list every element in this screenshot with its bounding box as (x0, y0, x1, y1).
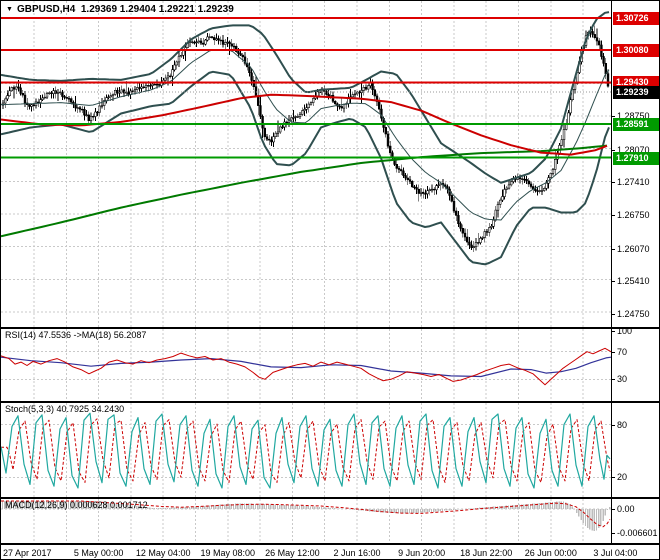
stoch-axis-label: 20 (617, 472, 628, 482)
chart-title: ▼ GBPUSD,H4 1.29369 1.29404 1.29221 1.292… (6, 4, 234, 15)
rsi-axis-label: 30 (617, 374, 628, 384)
time-axis-label: 26 Jun 00:00 (524, 548, 577, 558)
stochastic-canvas[interactable] (1, 403, 611, 497)
price-badge-support: 1.27910 (613, 152, 659, 165)
symbol-period-label: GBPUSD,H4 (16, 4, 76, 15)
price-axis-label: 1.25410 (617, 276, 650, 286)
axis-tick (612, 314, 615, 315)
stoch-axis-label: 80 (617, 420, 628, 430)
stochastic-label: Stoch(5,3,3) 40.7925 34.2430 (5, 404, 125, 414)
time-axis-label: 5 May 00:00 (73, 548, 124, 558)
macd-axis-label: -0.006601 (617, 528, 658, 538)
symbol-dropdown-icon[interactable]: ▼ (6, 6, 13, 13)
panel-separator[interactable] (1, 327, 659, 329)
price-badge-resistance: 1.29430 (613, 76, 659, 89)
axis-tick (612, 533, 615, 534)
axis-tick (612, 379, 615, 380)
macd-axis-label: 0.00 (617, 504, 635, 514)
price-axis-label: 1.28070 (617, 145, 650, 155)
time-axis-label: 12 May 04:00 (135, 548, 191, 558)
time-axis-label: 27 Apr 2017 (3, 548, 52, 558)
price-axis: 1.28750 1.28070 1.27410 1.26750 1.26070 1.254… (611, 1, 659, 545)
time-axis-label: 19 May 08:00 (200, 548, 256, 558)
rsi-label: RSI(14) 47.5536 ->MA(18) 56.2087 (5, 330, 147, 340)
price-axis-label: 1.26070 (617, 244, 650, 254)
rsi-axis-label: 70 (617, 347, 628, 357)
axis-tick (612, 331, 615, 332)
main-chart-canvas[interactable] (1, 1, 611, 327)
axis-tick (612, 509, 615, 510)
axis-tick (612, 116, 615, 117)
price-badge-support: 1.28591 (613, 118, 659, 131)
time-axis-label: 3 Jul 04:00 (593, 548, 638, 558)
time-axis-label: 26 May 12:00 (265, 548, 320, 558)
price-axis-label: 1.26750 (617, 210, 650, 220)
price-badge-resistance: 1.30080 (613, 44, 659, 57)
time-axis-label: 18 Jun 22:00 (460, 548, 513, 558)
axis-tick (612, 182, 615, 183)
axis-tick (612, 150, 615, 151)
panel-separator[interactable] (1, 497, 659, 499)
rsi-canvas[interactable] (1, 329, 611, 401)
price-axis-label: 1.24750 (617, 309, 650, 319)
macd-canvas[interactable] (1, 499, 611, 543)
panel-separator[interactable] (1, 401, 659, 403)
time-axis-label: 9 Jun 20:00 (398, 548, 446, 558)
panel-separator (1, 543, 659, 545)
macd-label: MACD(12,26,9) 0.000628 0.001712 (5, 500, 148, 510)
price-badge-resistance: 1.30726 (613, 12, 659, 25)
price-badge-current: 1.29239 (613, 86, 659, 99)
axis-tick (612, 281, 615, 282)
price-axis-label: 1.27410 (617, 177, 650, 187)
axis-tick (612, 249, 615, 250)
axis-tick (612, 477, 615, 478)
axis-tick (612, 425, 615, 426)
axis-tick (612, 215, 615, 216)
ohlc-values: 1.29369 1.29404 1.29221 1.29239 (80, 4, 234, 15)
rsi-axis-label: 100 (617, 326, 633, 336)
time-axis: 27 Apr 2017 5 May 00:00 12 May 04:00 19 May… (1, 545, 659, 559)
axis-tick (612, 352, 615, 353)
price-axis-label: 1.28750 (617, 111, 650, 121)
time-axis-label: 2 Jun 16:00 (333, 548, 381, 558)
